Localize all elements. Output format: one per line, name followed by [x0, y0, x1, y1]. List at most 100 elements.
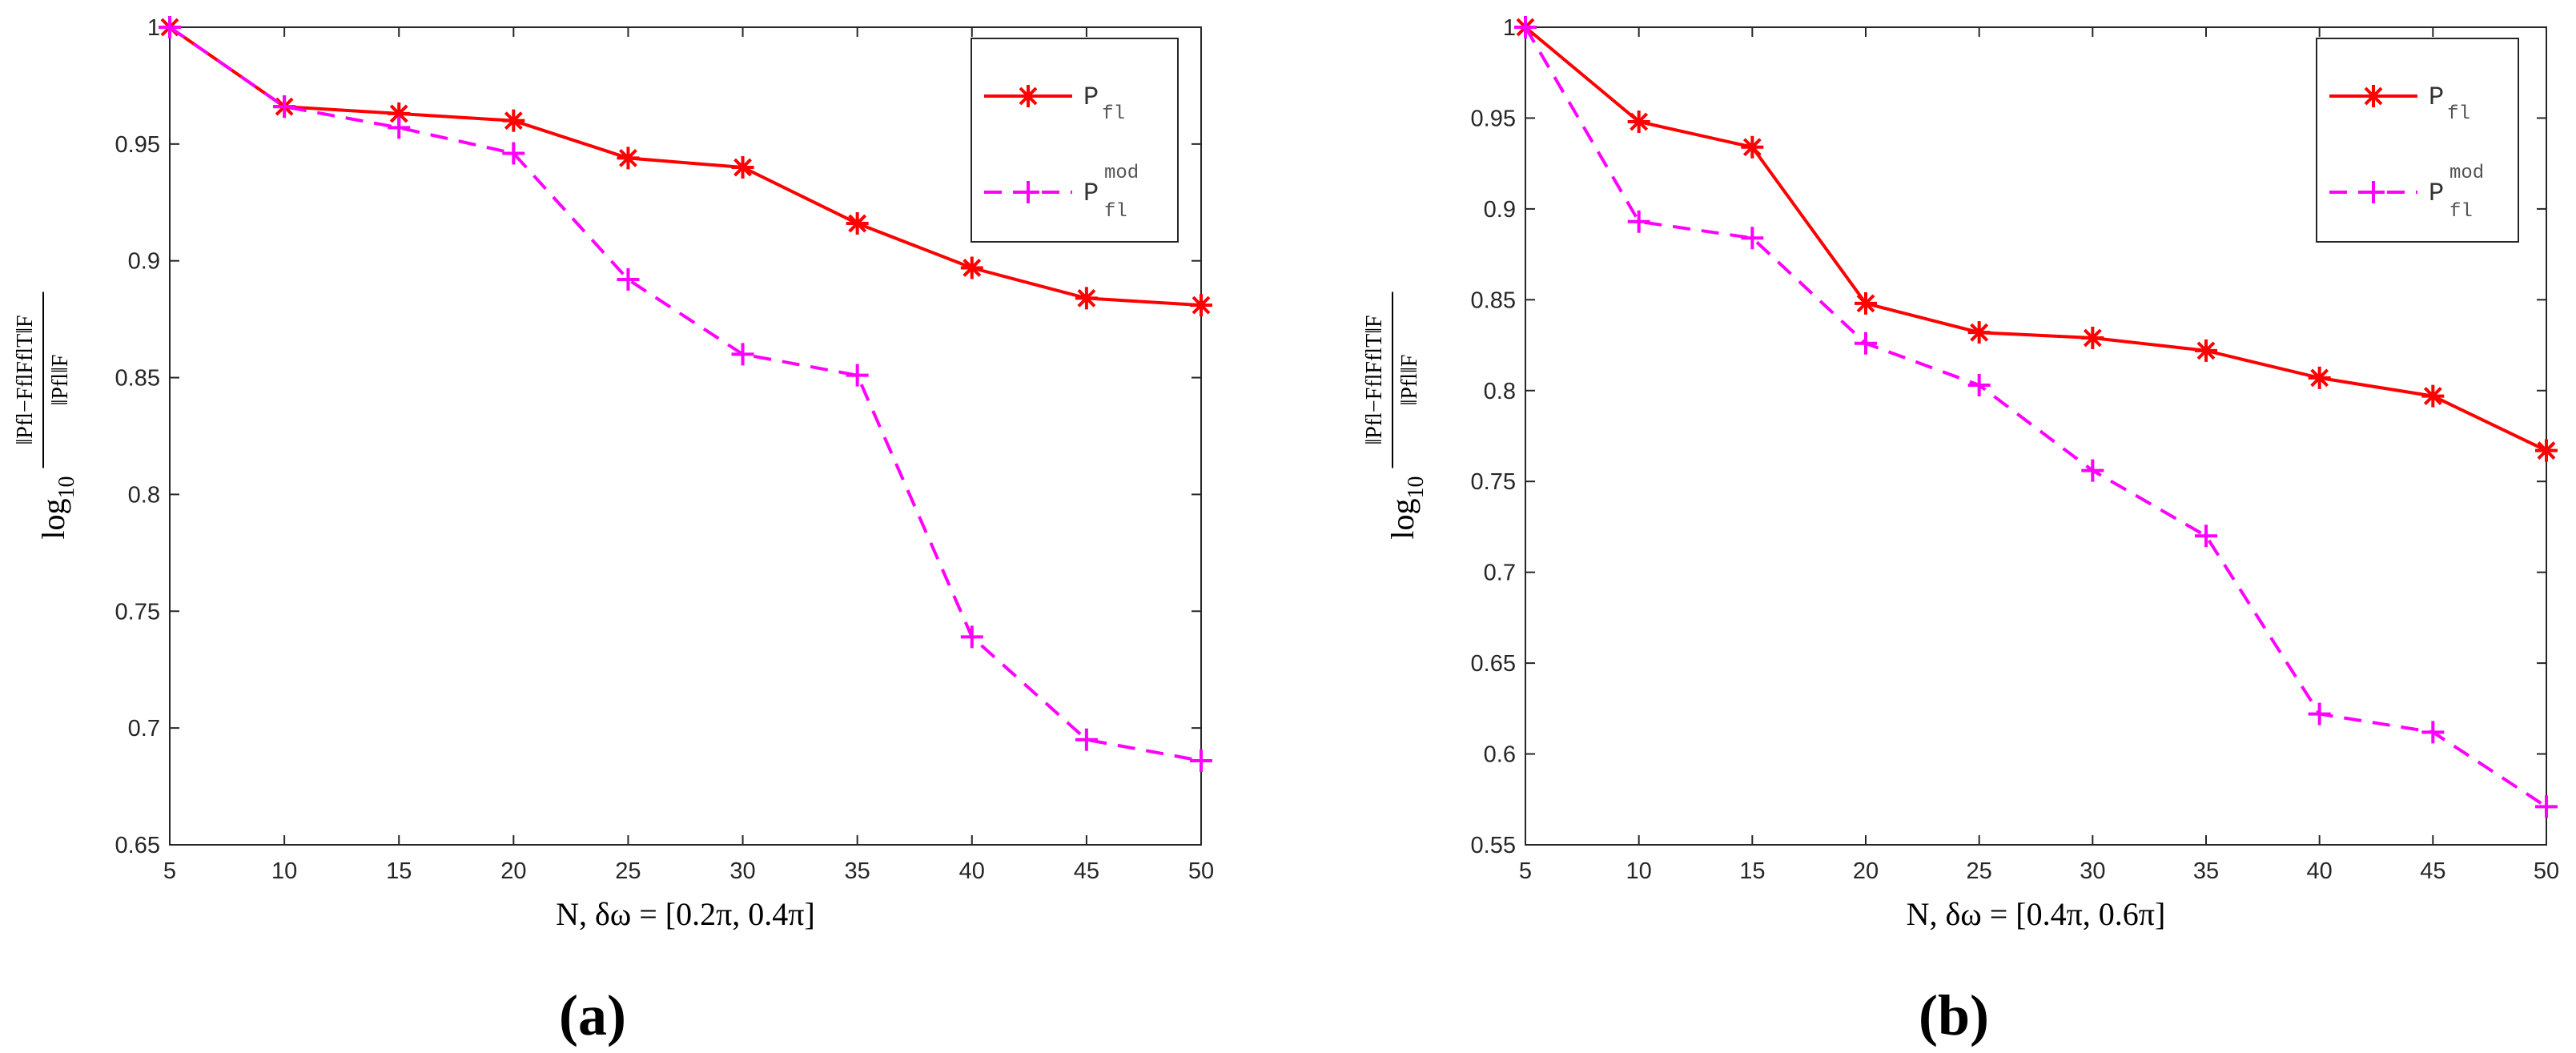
legend-label-sup: mod: [2449, 163, 2484, 184]
y-tick-label: 0.75: [1471, 469, 1516, 495]
x-tick-label: 35: [845, 858, 870, 884]
data-point: [1190, 294, 1212, 317]
x-tick-label: 30: [729, 858, 755, 884]
data-point: [731, 156, 754, 179]
data-point: [1855, 332, 1877, 355]
legend-marker: [2362, 181, 2385, 203]
data-point: [617, 147, 640, 170]
data-point: [1627, 110, 1650, 133]
data-point: [731, 343, 754, 366]
data-point: [1967, 373, 1991, 396]
data-point: [617, 268, 640, 291]
y-tick-label: 0.6: [1484, 742, 1516, 768]
legend-box: [971, 38, 1179, 243]
legend-label: Pmod fl: [1083, 163, 1139, 223]
y-label-base: 10: [54, 476, 79, 499]
x-tick-label: 20: [500, 858, 526, 884]
y-tick-label: 0.65: [1471, 651, 1516, 677]
series-p-fl: [159, 16, 1212, 317]
data-point: [1190, 749, 1212, 772]
data-point: [2195, 339, 2217, 362]
x-axis-label: N, δω = [0.4π, 0.6π]: [1907, 896, 2166, 932]
x-tick-label: 5: [1519, 858, 1532, 884]
legend-label: Pfl: [1083, 82, 1125, 125]
chart-panel-b: 5 10 15 20 25 30 35 40 45 50 0.55 0.6 0.65 0.7 0.75 0.8…: [1362, 15, 2559, 1047]
x-tick-label: 25: [615, 858, 641, 884]
x-tick-label: 30: [2080, 858, 2105, 884]
y-tick-label: 1: [1503, 15, 1516, 41]
data-point: [2308, 702, 2331, 725]
y-tick-label: 0.95: [1471, 106, 1516, 131]
data-point: [2081, 326, 2104, 349]
series-line: [168, 26, 1202, 762]
data-point: [2308, 366, 2331, 389]
y-tick-label: 0.95: [115, 132, 160, 158]
y-tick-label: 0.65: [115, 833, 160, 858]
x-tick-label: 25: [1967, 858, 1992, 884]
x-tick-label: 40: [959, 858, 985, 884]
data-point: [2195, 524, 2217, 548]
x-tick-label: 45: [1074, 858, 1099, 884]
x-axis-label: N, δω = [0.2π, 0.4π]: [556, 896, 815, 932]
legend: Pfl Pmod fl: [2316, 38, 2519, 243]
legend-label: Pmod fl: [2429, 163, 2484, 223]
y-label-numerator: ‖Pfl−FflFflT‖F: [13, 315, 38, 444]
data-point: [2081, 459, 2104, 482]
chart-panel-a: 5 10 15 20 25 30 35 40 45 50 0.65 0.7 0.75 0.8 0.85 0.9…: [13, 15, 1214, 1047]
series-line: [1524, 26, 2547, 452]
legend-box: [2316, 38, 2519, 243]
x-tick-label: 10: [271, 858, 297, 884]
y-tick-label: 0.8: [128, 482, 160, 508]
y-tick-label: 0.8: [1484, 379, 1516, 404]
x-tick-label: 20: [1853, 858, 1879, 884]
legend-label-sub: fl: [2449, 201, 2473, 223]
y-label-log-text: log: [35, 499, 71, 540]
y-label-denominator: ‖Pfl‖F: [1397, 355, 1422, 406]
data-point: [846, 212, 869, 235]
data-point: [159, 16, 181, 38]
y-axis-label: log10‖Pfl−FflFflT‖F‖Pfl‖Flog10 ||Pfl − F…: [1362, 291, 1429, 540]
data-point: [1855, 291, 1877, 315]
series-p-fl-mod: [1514, 16, 2558, 818]
y-tick-label: 0.75: [115, 599, 160, 625]
data-point: [1967, 321, 1991, 344]
panel-label: (b): [1919, 983, 1989, 1047]
x-tick-label: 45: [2420, 858, 2445, 884]
legend-label-sub: fl: [2447, 103, 2470, 125]
x-tick-label: 10: [1626, 858, 1652, 884]
y-tick-label: 0.85: [115, 366, 160, 392]
y-label-log: log10: [1384, 476, 1429, 540]
data-point: [2421, 384, 2445, 408]
x-tick-label: 5: [163, 858, 176, 884]
data-point: [388, 116, 411, 139]
y-tick-label: 0.7: [128, 716, 160, 742]
data-point: [1741, 227, 1764, 250]
series-line: [1524, 26, 2548, 809]
data-point: [502, 109, 525, 132]
data-point: [846, 364, 869, 387]
legend-marker: [1017, 181, 1039, 203]
y-label-base: 10: [1404, 476, 1429, 499]
data-point: [1514, 16, 1537, 38]
x-tick-label: 50: [2534, 858, 2559, 884]
data-point: [2421, 721, 2445, 744]
legend-label-sub: fl: [1104, 201, 1127, 223]
y-axis-label: log10‖Pfl−FflFflT‖F‖Pfl‖Flog10 ||Pfl − F…: [13, 291, 79, 540]
legend-marker: [1017, 85, 1039, 107]
data-point: [388, 102, 411, 125]
x-tick-label: 35: [2193, 858, 2219, 884]
y-tick-label: 1: [147, 15, 160, 41]
y-tick-label: 0.7: [1484, 561, 1516, 586]
y-label-log: log10: [35, 476, 79, 540]
y-tick-label: 0.9: [1484, 197, 1516, 223]
legend-label-main: P: [2429, 179, 2444, 208]
data-point: [960, 625, 983, 649]
y-tick-label: 0.9: [128, 249, 160, 275]
legend-label-sup: mod: [1104, 163, 1139, 184]
data-point: [2535, 795, 2558, 818]
panel-label: (a): [559, 983, 626, 1047]
x-tick-label: 15: [386, 858, 412, 884]
legend-label: Pfl: [2429, 82, 2470, 125]
x-tick-label: 15: [1739, 858, 1765, 884]
